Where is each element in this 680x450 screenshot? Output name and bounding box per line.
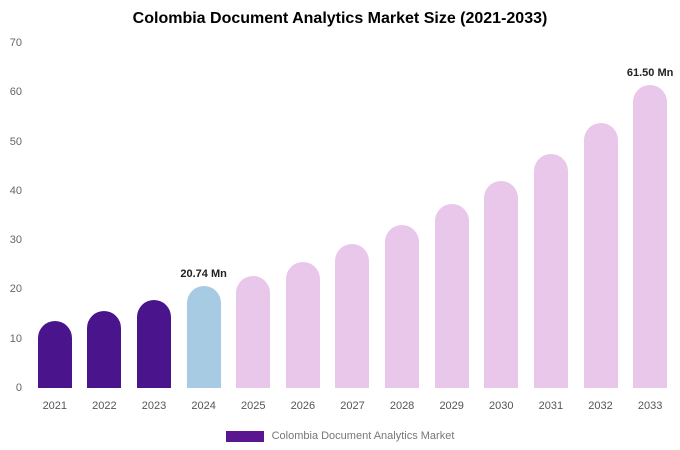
x-axis-label-2022: 2022: [92, 400, 117, 412]
chart-title: Colombia Document Analytics Market Size …: [132, 10, 548, 27]
x-axis-label-2027: 2027: [340, 400, 365, 412]
x-axis-label-2031: 2031: [538, 400, 564, 412]
x-axis-label-2026: 2026: [290, 400, 316, 412]
x-axis-label-2028: 2028: [389, 400, 415, 412]
y-tick-label: 40: [9, 184, 22, 197]
bar-2026: [285, 261, 320, 388]
bar-value-label-2024: 20.74 Mn: [180, 267, 227, 280]
bar-slot-2024: 20.74 Mn 2024: [179, 43, 229, 412]
bar-2032: [583, 122, 618, 388]
x-axis-label-2021: 2021: [42, 400, 68, 412]
legend-label: Colombia Document Analytics Market: [271, 430, 455, 442]
bar-slot-2028: 2028: [377, 43, 427, 412]
bar-slot-2029: 2029: [427, 43, 477, 412]
x-axis-label-2024: 2024: [191, 400, 216, 412]
y-tick-label: 60: [9, 86, 22, 99]
y-tick-label: 0: [15, 382, 22, 394]
legend: Colombia Document Analytics Market: [0, 430, 680, 442]
bar-slot-2021: 2021: [30, 43, 80, 412]
y-tick-label: 50: [9, 135, 22, 148]
bar-slot-2032: 2032: [576, 43, 626, 412]
x-axis-label-2032: 2032: [588, 400, 613, 412]
y-tick-label: 20: [9, 283, 22, 296]
bar-2025: [236, 275, 271, 388]
x-axis-label-2029: 2029: [439, 400, 464, 412]
x-axis-label-2023: 2023: [141, 400, 167, 412]
x-axis-label-2030: 2030: [489, 400, 514, 412]
bar-slot-2027: 2027: [328, 43, 378, 412]
y-axis: 0 10 20 30 40 50 60 70: [0, 37, 24, 394]
bar-2021: [37, 321, 72, 388]
bar-value-label-2033: 61.50 Mn: [626, 66, 674, 79]
bar-slot-2033: 61.50 Mn 2033: [625, 43, 675, 412]
bar-2030: [484, 181, 519, 388]
y-tick-label: 70: [9, 37, 22, 49]
bar-slot-2023: 2023: [129, 43, 179, 412]
bar-slot-2022: 2022: [80, 43, 130, 412]
bar-2024: [186, 285, 221, 388]
y-tick-label: 30: [9, 234, 22, 247]
x-axis-label-2025: 2025: [241, 400, 266, 412]
x-axis-label-2033: 2033: [637, 400, 663, 412]
bar-2027: [335, 244, 370, 388]
bar-2033: [633, 84, 668, 388]
bar-2022: [87, 310, 122, 388]
bar-slot-2031: 2031: [526, 43, 576, 412]
bar-2031: [533, 153, 568, 388]
bar-2029: [434, 204, 469, 388]
plot-area: 2021 2022 2023 20.74 Mn 2024 2025 2026 2027 2028…: [30, 43, 675, 412]
legend-swatch-icon: [225, 430, 264, 442]
bar-2023: [137, 300, 172, 388]
bar-2028: [385, 225, 420, 388]
bar-slot-2026: 2026: [278, 43, 328, 412]
bar-slot-2030: 2030: [476, 43, 526, 412]
y-tick-label: 10: [9, 332, 22, 345]
bar-slot-2025: 2025: [228, 43, 278, 412]
